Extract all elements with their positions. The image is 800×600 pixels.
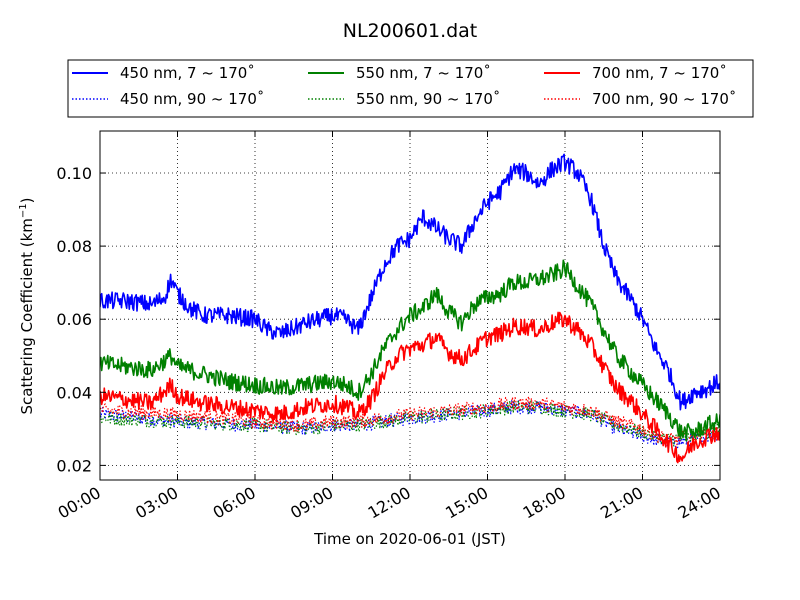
y-tick-label: 0.10 [56, 164, 92, 183]
series-line [100, 259, 720, 442]
y-axis-title-main: Scattering Coefficient (km [18, 218, 36, 414]
legend-box [67, 59, 754, 118]
ticks: 00:00 03:00 06:00 09:00 12:00 15:00 18:00 21:00… [55, 131, 724, 523]
x-tick-label: 03:00 [132, 483, 181, 523]
series-line [100, 400, 720, 447]
series-line [100, 311, 720, 464]
y-tick-label: 0.04 [56, 383, 92, 402]
y-axis-title: Scattering Coefficient (km−1) [18, 197, 36, 414]
y-axis-title-sup: −1 [18, 203, 29, 218]
y-tick-label: 0.08 [56, 237, 92, 256]
x-tick-label: 21:00 [597, 483, 646, 523]
x-tick-label: 06:00 [210, 483, 259, 523]
series-group [100, 153, 720, 464]
legend-label: 700 nm, 7 ~ 170˚ [592, 64, 727, 82]
legend-label: 550 nm, 7 ~ 170˚ [356, 64, 491, 82]
series-line [100, 153, 720, 411]
legend-label: 450 nm, 7 ~ 170˚ [120, 64, 255, 82]
y-tick-label: 0.06 [56, 310, 92, 329]
x-tick-label: 12:00 [365, 483, 414, 523]
series-line [100, 395, 720, 446]
chart-title: NL200601.dat [343, 20, 478, 42]
x-tick-label: 18:00 [520, 483, 569, 523]
y-tick-label: 0.02 [56, 456, 92, 475]
x-tick-label: 15:00 [442, 483, 491, 523]
x-tick-label: 09:00 [287, 483, 336, 523]
legend: 450 nm, 7 ~ 170˚ 550 nm, 7 ~ 170˚ 700 nm, … [72, 64, 736, 108]
legend-label: 450 nm, 90 ~ 170˚ [120, 90, 264, 108]
y-axis-title-end: ) [18, 197, 36, 203]
legend-label: 550 nm, 90 ~ 170˚ [356, 90, 500, 108]
legend-label: 700 nm, 90 ~ 170˚ [592, 90, 736, 108]
x-axis-title: Time on 2020-06-01 (JST) [313, 530, 506, 548]
x-tick-label: 00:00 [55, 483, 104, 523]
x-tick-label: 24:00 [675, 483, 724, 523]
